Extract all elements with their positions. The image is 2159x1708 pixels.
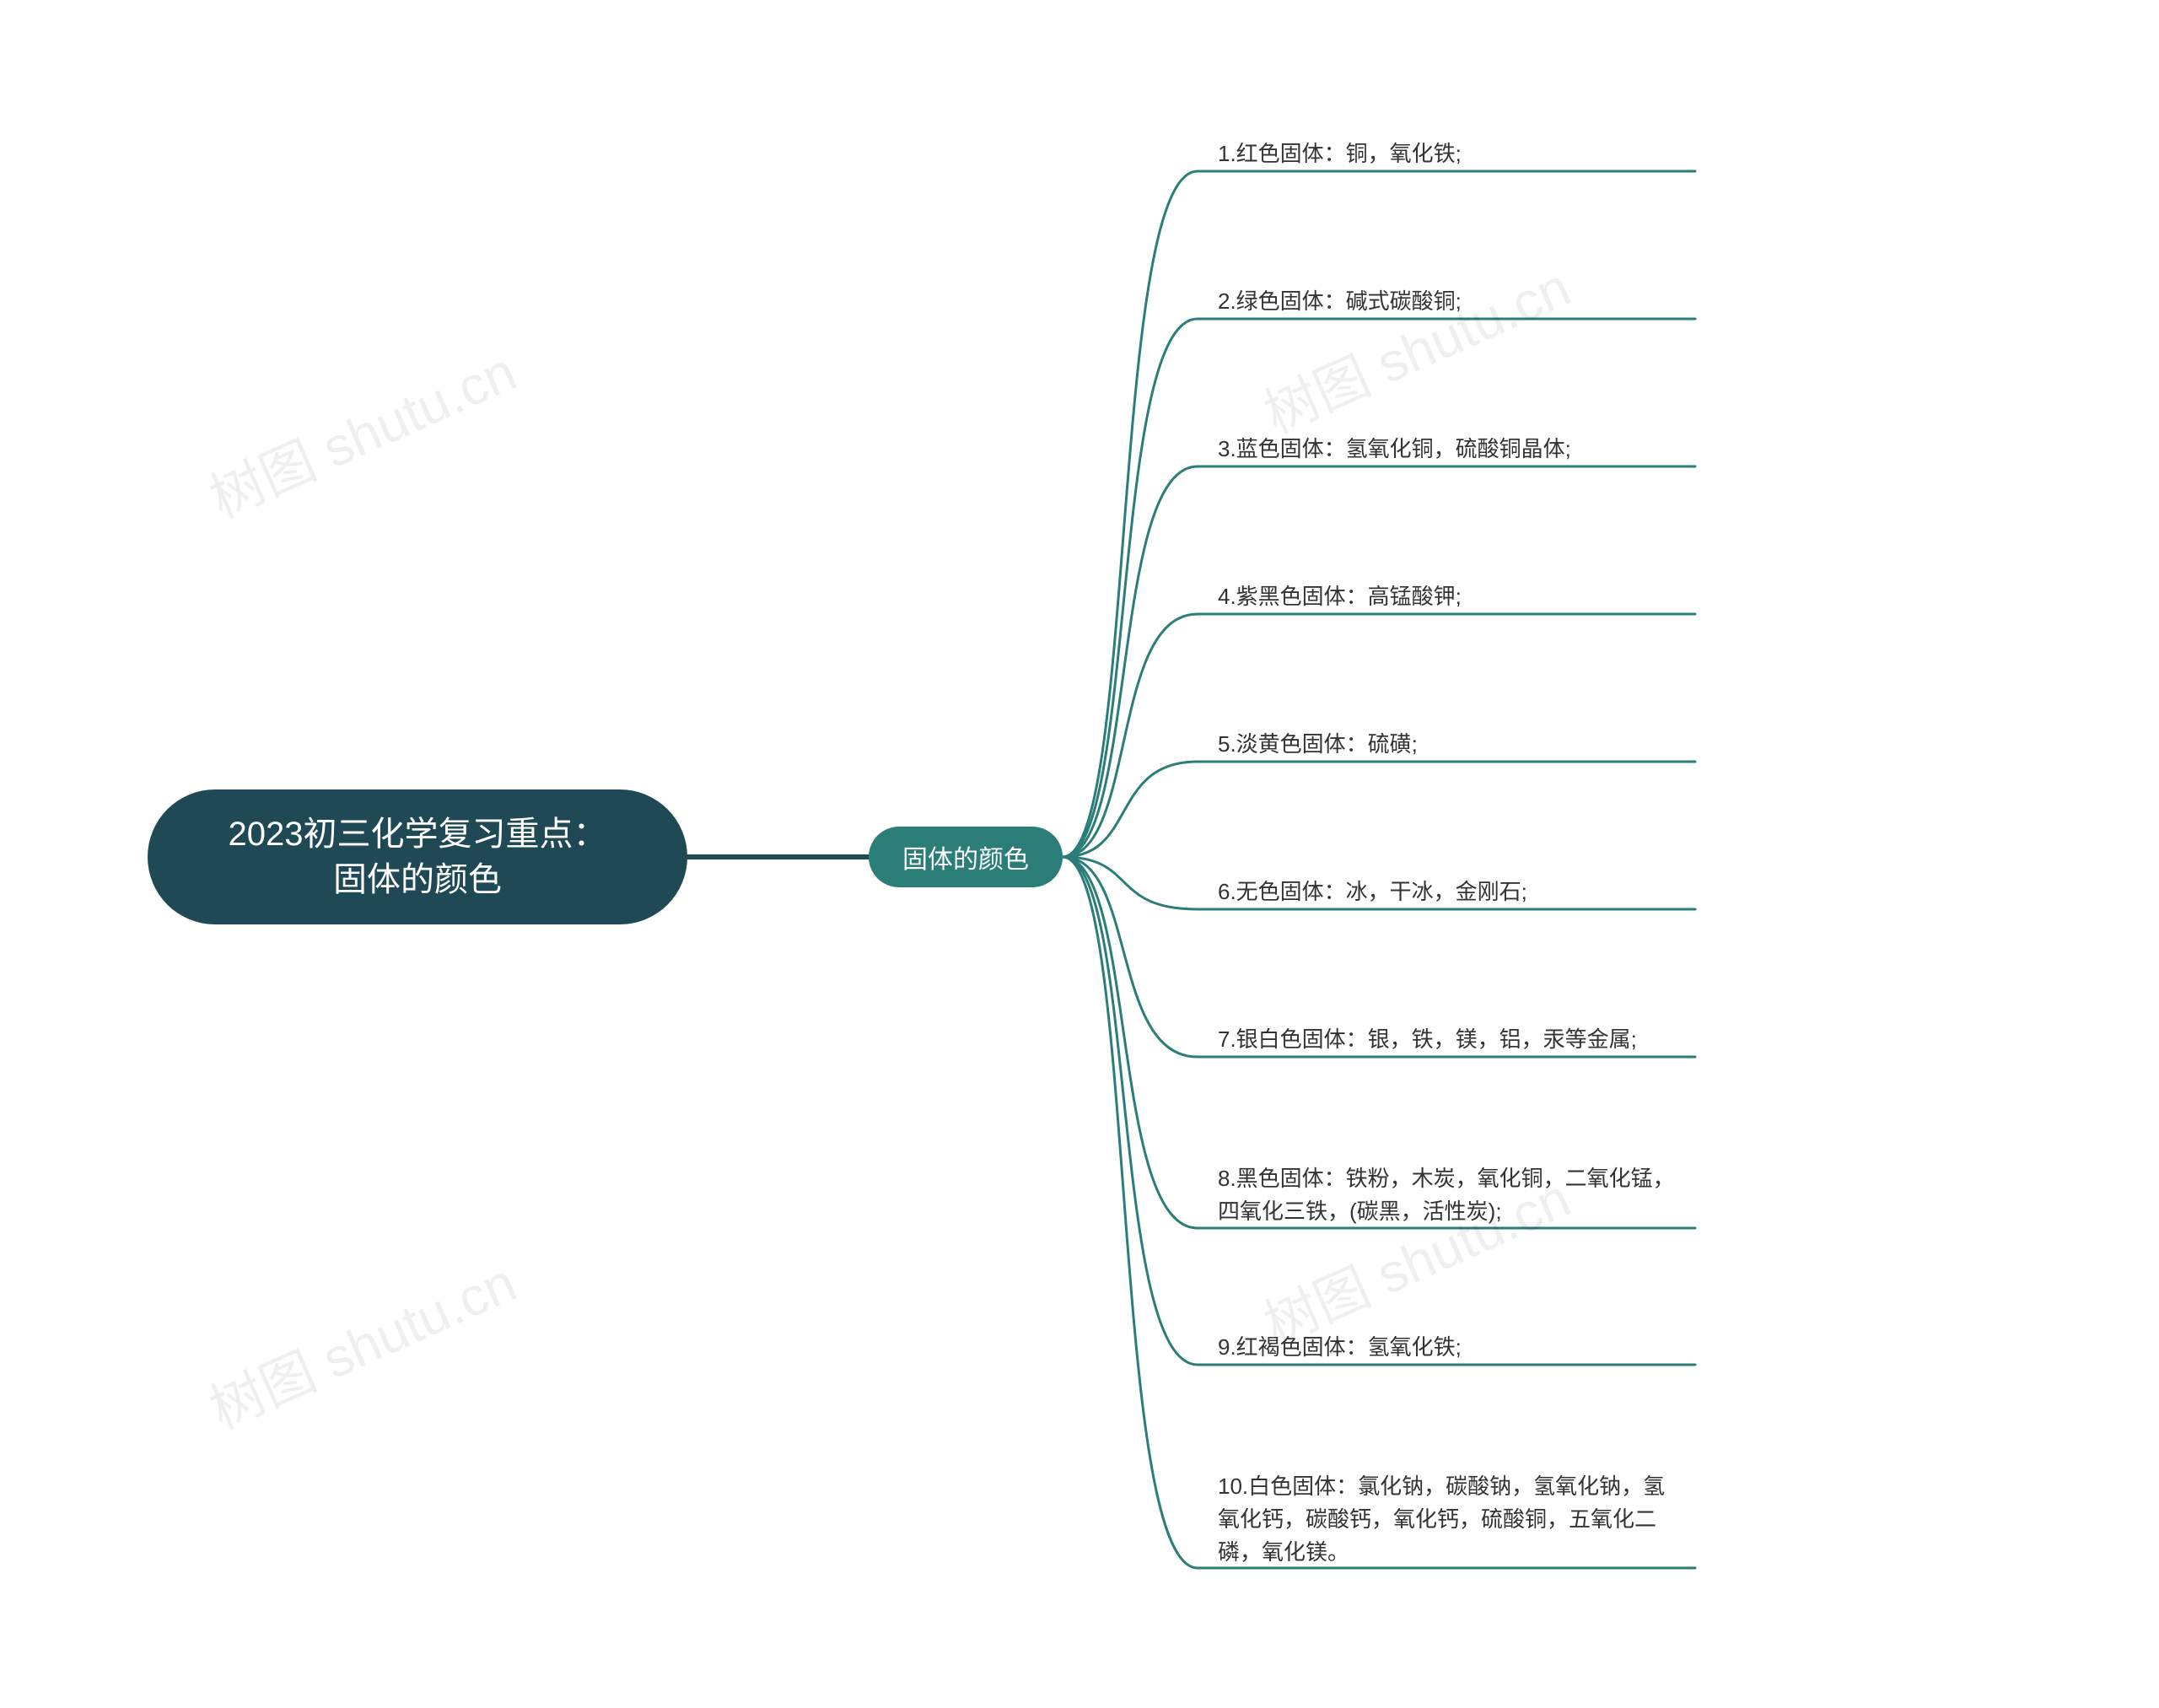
watermark-text: 树图 shutu.cn	[197, 329, 527, 533]
root-node[interactable]: 2023初三化学复习重点： 固体的颜色	[148, 789, 687, 924]
leaf-node[interactable]: 7.银白色固体：银，铁，镁，铝，汞等金属;	[1214, 1016, 1640, 1063]
branch-label: 固体的颜色	[902, 838, 1029, 876]
leaf-node[interactable]: 6.无色固体：冰，干冰，金刚石;	[1214, 869, 1531, 915]
leaf-node[interactable]: 4.紫黑色固体：高锰酸钾;	[1214, 574, 1465, 620]
leaf-text: 7.银白色固体：银，铁，镁，铝，汞等金属;	[1218, 1023, 1637, 1056]
branch-node-solid-color[interactable]: 固体的颜色	[869, 827, 1063, 887]
leaf-text: 4.紫黑色固体：高锰酸钾;	[1218, 580, 1462, 613]
leaf-text: 9.红褐色固体：氢氧化铁;	[1218, 1331, 1462, 1364]
leaf-node[interactable]: 5.淡黄色固体：硫磺;	[1214, 721, 1421, 768]
watermark-text: 树图 shutu.cn	[1251, 245, 1581, 449]
root-label: 2023初三化学复习重点： 固体的颜色	[229, 811, 607, 902]
leaf-node[interactable]: 3.蓝色固体：氢氧化铜，硫酸铜晶体;	[1214, 426, 1575, 472]
leaf-node[interactable]: 9.红褐色固体：氢氧化铁;	[1214, 1324, 1465, 1371]
leaf-text: 6.无色固体：冰，干冰，金刚石;	[1218, 876, 1527, 908]
leaf-text: 10.白色固体：氯化钠，碳酸钠，氢氧化钠，氢氧化钙，碳酸钙，氧化钙，硫酸铜，五氧…	[1218, 1470, 1683, 1569]
leaf-text: 1.红色固体：铜，氧化铁;	[1218, 137, 1462, 170]
watermark-text: 树图 shutu.cn	[197, 1240, 527, 1444]
leaf-node[interactable]: 10.白色固体：氯化钠，碳酸钠，氢氧化钠，氢氧化钙，碳酸钙，氧化钙，硫酸铜，五氧…	[1214, 1463, 1687, 1576]
mindmap-canvas: 2023初三化学复习重点： 固体的颜色 固体的颜色 1.红色固体：铜，氧化铁; 2…	[0, 0, 2159, 1708]
leaf-node[interactable]: 2.绿色固体：碱式碳酸铜;	[1214, 278, 1465, 325]
leaf-text: 8.黑色固体：铁粉，木炭，氧化铜，二氧化锰，四氧化三铁，(碳黑，活性炭);	[1218, 1162, 1683, 1228]
leaf-node[interactable]: 8.黑色固体：铁粉，木炭，氧化铜，二氧化锰，四氧化三铁，(碳黑，活性炭);	[1214, 1156, 1687, 1235]
leaf-text: 5.淡黄色固体：硫磺;	[1218, 728, 1418, 761]
leaf-text: 3.蓝色固体：氢氧化铜，硫酸铜晶体;	[1218, 433, 1571, 466]
leaf-text: 2.绿色固体：碱式碳酸铜;	[1218, 285, 1462, 318]
leaf-node[interactable]: 1.红色固体：铜，氧化铁;	[1214, 131, 1465, 177]
